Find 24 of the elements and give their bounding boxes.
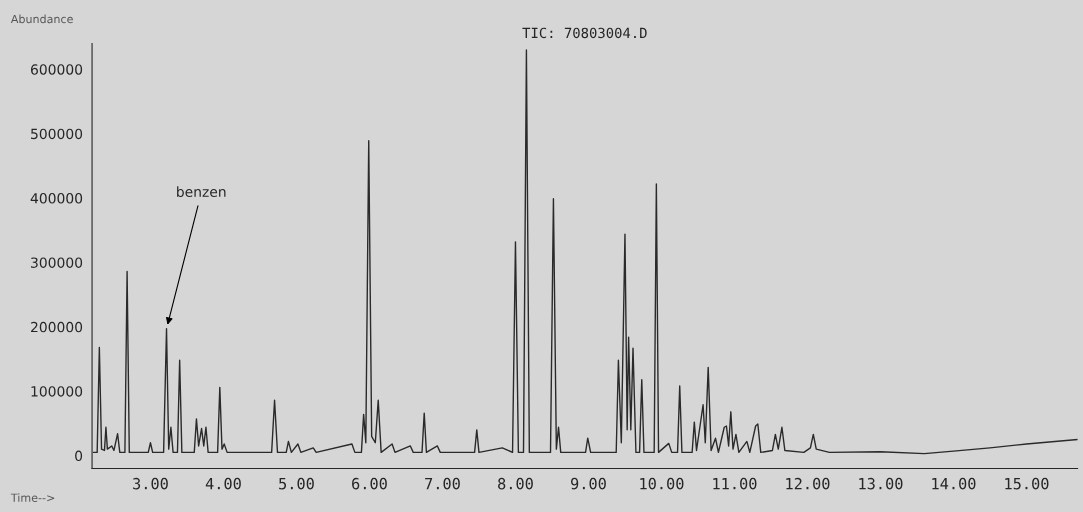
y-tick-label: 600000 <box>30 64 83 75</box>
x-axis-title: Time--> <box>10 493 55 502</box>
x-tick-label: 5.00 <box>279 477 314 490</box>
y-tick-label: 400000 <box>30 193 83 204</box>
x-tick-label: 10.00 <box>640 477 684 490</box>
y-tick-label: 0 <box>75 450 83 462</box>
y-axis-title: Abundance <box>10 14 73 24</box>
y-tick-label: 100000 <box>31 386 83 397</box>
y-tick-label: 300000 <box>31 257 83 268</box>
annotation: benzen <box>177 186 226 198</box>
x-tick-label: 7.00 <box>425 477 460 490</box>
x-tick-label: 12.00 <box>786 477 830 490</box>
x-tick-label: 14.00 <box>932 477 976 490</box>
x-tick-label: 13.00 <box>859 477 903 490</box>
x-tick-label: 15.00 <box>1005 477 1049 490</box>
x-tick-label: 8.00 <box>498 477 533 490</box>
x-tick-label: 11.00 <box>713 477 757 490</box>
x-tick-label: 4.00 <box>205 477 241 490</box>
x-tick-label: 6.00 <box>352 477 387 490</box>
y-tick-label: 500000 <box>31 128 83 140</box>
chart-title: TIC: 70803004.D <box>522 27 647 39</box>
x-tick-label: 3.00 <box>133 477 168 490</box>
x-tick-label: 9.00 <box>571 477 606 490</box>
y-tick-label: 200000 <box>31 321 83 333</box>
